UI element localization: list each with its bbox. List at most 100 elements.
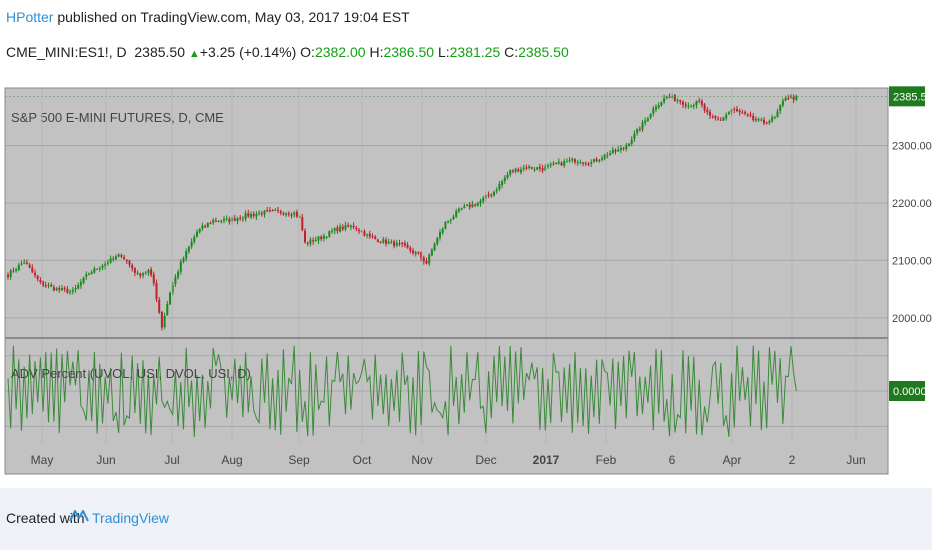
candle-body [501,181,504,185]
candle-body [555,162,558,164]
price-tick-label: 2200.00 [892,198,932,210]
candle-body [25,262,28,265]
candle-body [495,189,498,192]
time-tick-label: 2017 [533,453,560,467]
candle-body [482,197,485,202]
candle-body [63,287,66,290]
candle-body [185,251,188,259]
candle-body [328,231,331,237]
candle-body [347,225,350,227]
candle-body [574,159,576,162]
indicator-pane[interactable]: ADV Percent (UVOL, USI, DVOL, USI, D) [5,88,888,444]
candle-body [414,252,417,254]
candle-body [371,236,374,238]
candle-body [206,223,209,228]
candle-body [792,96,795,100]
candle-body [698,100,701,102]
candle-body [263,210,266,215]
publish-info: published on TradingView.com, May 03, 20… [53,9,410,25]
candle-body [433,243,436,250]
candle-body [158,299,161,313]
candle-body [552,163,555,165]
candle-body [312,240,315,242]
candle-body [290,214,293,216]
candle-body [336,227,339,232]
indicator-pane-title: ADV Percent (UVOL, USI, DVOL, USI, D) [11,366,251,381]
candle-body [439,232,441,238]
candle-body [517,169,520,172]
candle-body [471,204,474,208]
tradingview-brand-link[interactable]: TradingView [92,510,170,526]
candle-body [355,227,358,230]
candle-body [630,139,633,144]
time-tick-label: 6 [669,453,676,467]
time-tick-label: Sep [288,453,310,467]
candle-body [142,273,144,276]
candle-body [703,104,706,111]
candle-body [123,257,126,260]
candle-body [576,161,579,163]
publish-line: HPotter published on TradingView.com, Ma… [6,9,410,25]
candle-body [706,109,709,113]
candle-body [571,158,574,161]
candle-body [447,221,450,223]
candle-body [131,264,134,269]
candle-body [112,258,115,260]
candle-body [773,116,776,118]
price-axis[interactable]: 2000.00 2100.00 2200.00 2300.00 2385.50 [889,86,932,325]
candle-body [15,269,18,272]
candle-body [668,96,671,98]
candle-body [331,231,333,233]
candle-body [382,239,385,243]
candle-body [344,225,347,230]
price-pane[interactable]: S&P 500 E-MINI FUTURES, D, CME [5,88,888,338]
candle-body [673,95,676,101]
time-axis[interactable]: May Jun Jul Aug Sep Oct Nov Dec 2017 Feb 6 Apr 2 Jun [5,444,888,474]
candle-body [106,262,109,264]
candle-body [217,220,220,222]
candle-body [487,194,490,196]
candle-body [31,267,34,273]
candle-body [255,213,258,217]
candle-body [117,254,120,257]
candles [5,93,888,331]
candle-body [133,267,136,273]
candle-body [190,241,193,247]
candle-body [644,120,647,123]
candle-body [163,315,166,328]
candle-body [463,206,466,208]
candle-body [74,287,77,290]
candle-body [514,168,517,172]
candle-body [452,216,455,219]
candle-body [169,292,171,305]
candle-body [252,213,255,216]
candle-body [687,105,690,107]
candle-body [398,243,401,245]
candle-body [406,245,409,248]
author-link[interactable]: HPotter [6,9,54,25]
candle-body [120,255,123,257]
last-price-label: 2385.50 [893,91,932,103]
candle-body [93,268,96,273]
candle-body [136,272,139,274]
candle-body [177,271,180,278]
tradingview-logo-icon[interactable] [68,505,90,527]
candle-body [166,303,169,316]
candle-body [584,162,587,164]
candle-body [444,222,447,229]
candle-body [449,219,452,221]
price-pane-background [5,88,888,338]
candle-body [663,98,666,103]
candle-body [757,118,760,121]
candle-body [563,161,566,166]
candle-body [150,269,153,276]
candle-body [611,149,614,154]
candle-body [152,274,155,284]
candle-body [36,275,39,280]
candle-body [725,114,728,119]
price-pane-title: S&P 500 E-MINI FUTURES, D, CME [11,110,224,125]
indicator-axis[interactable]: 0.0000 [889,381,927,401]
chart-canvas[interactable]: S&P 500 E-MINI FUTURES, D, CME 2000.00 21… [0,78,932,486]
candle-body [547,165,549,167]
candle-body [109,258,112,263]
